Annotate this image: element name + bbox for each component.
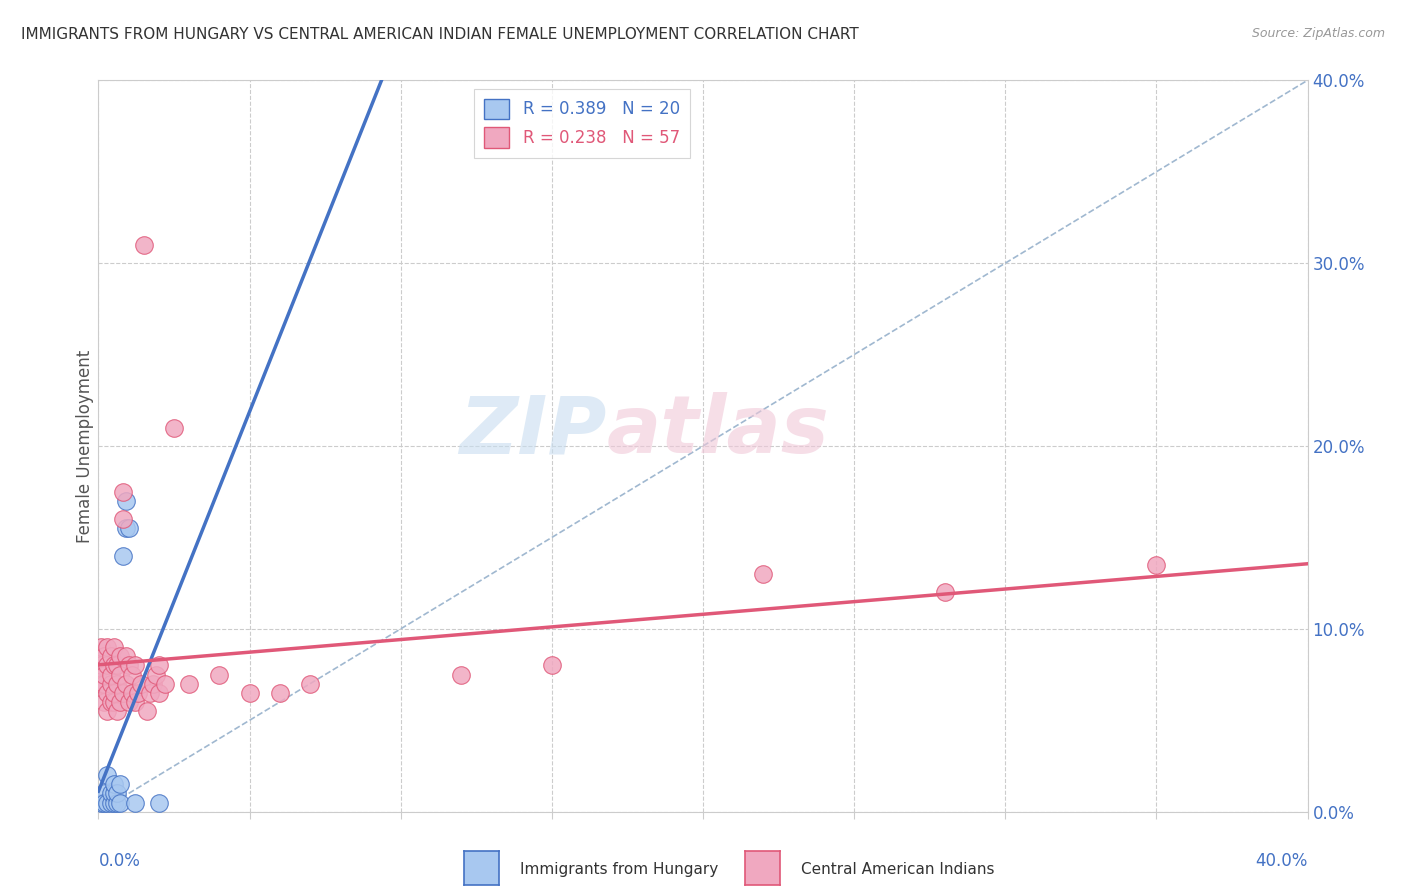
Point — [96, 640, 118, 655]
Point — [269, 686, 291, 700]
Point — [118, 521, 141, 535]
Point — [179, 676, 201, 690]
Point — [145, 667, 167, 681]
Point — [96, 658, 118, 673]
Point — [108, 777, 131, 791]
Point — [105, 796, 128, 810]
Point — [129, 676, 152, 690]
Point — [153, 676, 176, 690]
Point — [96, 796, 118, 810]
Legend: R = 0.389   N = 20, R = 0.238   N = 57: R = 0.389 N = 20, R = 0.238 N = 57 — [474, 88, 690, 158]
Point — [450, 667, 472, 681]
Text: 0.0%: 0.0% — [98, 852, 141, 870]
Text: Immigrants from Hungary: Immigrants from Hungary — [520, 863, 718, 877]
Point — [93, 796, 115, 810]
Point — [121, 686, 143, 700]
Point — [100, 787, 122, 801]
Point — [118, 658, 141, 673]
Point — [239, 686, 262, 700]
Point — [299, 676, 322, 690]
Point — [111, 549, 134, 563]
Point — [100, 667, 122, 681]
Point — [114, 521, 136, 535]
Point — [103, 787, 125, 801]
Text: Central American Indians: Central American Indians — [801, 863, 995, 877]
Point — [90, 658, 112, 673]
Point — [148, 796, 170, 810]
Text: Source: ZipAtlas.com: Source: ZipAtlas.com — [1251, 27, 1385, 40]
Point — [105, 787, 128, 801]
Point — [100, 649, 122, 664]
Text: 40.0%: 40.0% — [1256, 852, 1308, 870]
Point — [124, 695, 146, 709]
Text: IMMIGRANTS FROM HUNGARY VS CENTRAL AMERICAN INDIAN FEMALE UNEMPLOYMENT CORRELATI: IMMIGRANTS FROM HUNGARY VS CENTRAL AMERI… — [21, 27, 859, 42]
Point — [752, 567, 775, 582]
Point — [90, 796, 112, 810]
Point — [111, 484, 134, 499]
Point — [124, 796, 146, 810]
Point — [540, 658, 562, 673]
Point — [114, 676, 136, 690]
Point — [103, 658, 125, 673]
Point — [114, 649, 136, 664]
Point — [111, 512, 134, 526]
Point — [111, 686, 134, 700]
Point — [103, 777, 125, 791]
Y-axis label: Female Unemployment: Female Unemployment — [76, 350, 94, 542]
Point — [96, 768, 118, 782]
Point — [108, 649, 131, 664]
Point — [100, 695, 122, 709]
Point — [132, 238, 155, 252]
Text: atlas: atlas — [606, 392, 830, 470]
Point — [934, 585, 956, 599]
Text: ZIP: ZIP — [458, 392, 606, 470]
Point — [103, 796, 125, 810]
Point — [93, 695, 115, 709]
Point — [93, 649, 115, 664]
Point — [163, 421, 186, 435]
Point — [96, 686, 118, 700]
Point — [96, 704, 118, 718]
Point — [121, 667, 143, 681]
Point — [148, 686, 170, 700]
Point — [124, 658, 146, 673]
Point — [100, 796, 122, 810]
Point — [208, 667, 231, 681]
Point — [93, 676, 115, 690]
Point — [90, 676, 112, 690]
Point — [108, 695, 131, 709]
Point — [118, 695, 141, 709]
Point — [142, 676, 165, 690]
Point — [103, 695, 125, 709]
Point — [93, 667, 115, 681]
Point — [93, 787, 115, 801]
Point — [1144, 558, 1167, 572]
Point — [103, 640, 125, 655]
Point — [135, 704, 157, 718]
Point — [139, 686, 162, 700]
Point — [90, 640, 112, 655]
Point — [108, 667, 131, 681]
Point — [105, 658, 128, 673]
Point — [105, 704, 128, 718]
Point — [100, 676, 122, 690]
Point — [108, 796, 131, 810]
Point — [105, 676, 128, 690]
Point — [103, 686, 125, 700]
Point — [127, 686, 149, 700]
Point — [114, 494, 136, 508]
Point — [148, 658, 170, 673]
